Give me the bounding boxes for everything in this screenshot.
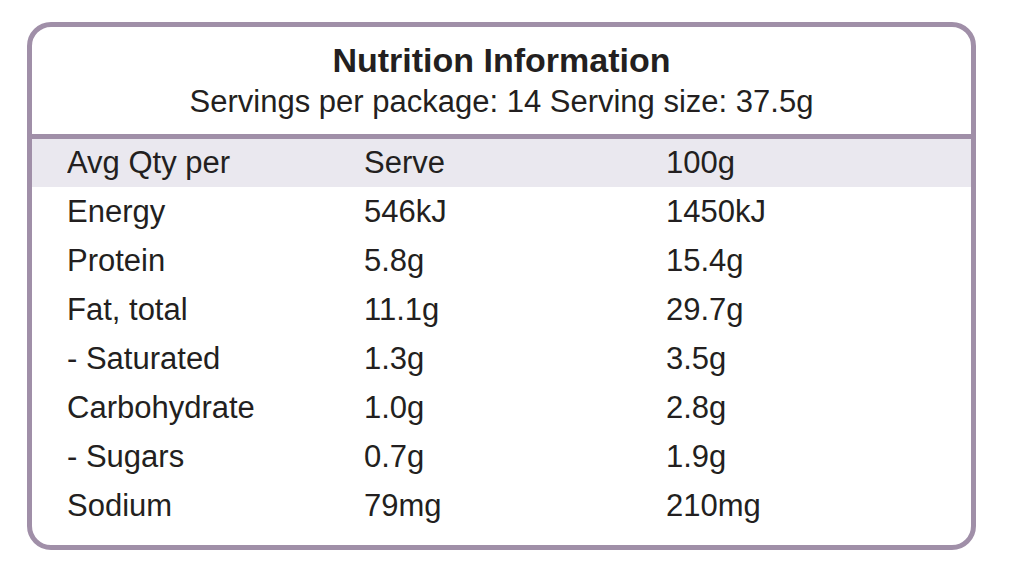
- nutrient-name: - Sugars: [67, 439, 364, 475]
- serve-value: 79mg: [364, 488, 666, 524]
- serve-value: 546kJ: [364, 194, 666, 230]
- serve-value: 11.1g: [364, 292, 666, 328]
- nutrient-name: Carbohydrate: [67, 390, 364, 426]
- nutrition-panel: Nutrition Information Servings per packa…: [27, 22, 976, 550]
- servings-line: Servings per package: 14 Serving size: 3…: [190, 82, 814, 122]
- table-row-fat-total: Fat, total 11.1g 29.7g: [32, 285, 971, 334]
- nutrient-name: Protein: [67, 243, 364, 279]
- serve-value: 0.7g: [364, 439, 666, 475]
- serve-value: 5.8g: [364, 243, 666, 279]
- table-row-protein: Protein 5.8g 15.4g: [32, 236, 971, 285]
- nutrient-name: Energy: [67, 194, 364, 230]
- table-row-sodium: Sodium 79mg 210mg: [32, 481, 971, 530]
- column-header-100g: 100g: [666, 145, 971, 181]
- panel-header: Nutrition Information Servings per packa…: [32, 27, 971, 134]
- per-100g-value: 15.4g: [666, 243, 971, 279]
- per-100g-value: 29.7g: [666, 292, 971, 328]
- per-100g-value: 3.5g: [666, 341, 971, 377]
- per-100g-value: 2.8g: [666, 390, 971, 426]
- panel-title: Nutrition Information: [332, 38, 670, 82]
- per-100g-value: 1.9g: [666, 439, 971, 475]
- per-100g-value: 1450kJ: [666, 194, 971, 230]
- table-row-energy: Energy 546kJ 1450kJ: [32, 187, 971, 236]
- table-row-sugars: - Sugars 0.7g 1.9g: [32, 432, 971, 481]
- serve-value: 1.0g: [364, 390, 666, 426]
- table-header-row: Avg Qty per Serve 100g: [32, 139, 971, 187]
- per-100g-value: 210mg: [666, 488, 971, 524]
- nutrient-name: - Saturated: [67, 341, 364, 377]
- nutrient-name: Fat, total: [67, 292, 364, 328]
- table-row-saturated: - Saturated 1.3g 3.5g: [32, 334, 971, 383]
- column-header-serve: Serve: [364, 145, 666, 181]
- table-row-carbohydrate: Carbohydrate 1.0g 2.8g: [32, 383, 971, 432]
- column-header-avg-qty-per: Avg Qty per: [67, 145, 364, 181]
- nutrition-table: Avg Qty per Serve 100g Energy 546kJ 1450…: [32, 139, 971, 545]
- nutrient-name: Sodium: [67, 488, 364, 524]
- serve-value: 1.3g: [364, 341, 666, 377]
